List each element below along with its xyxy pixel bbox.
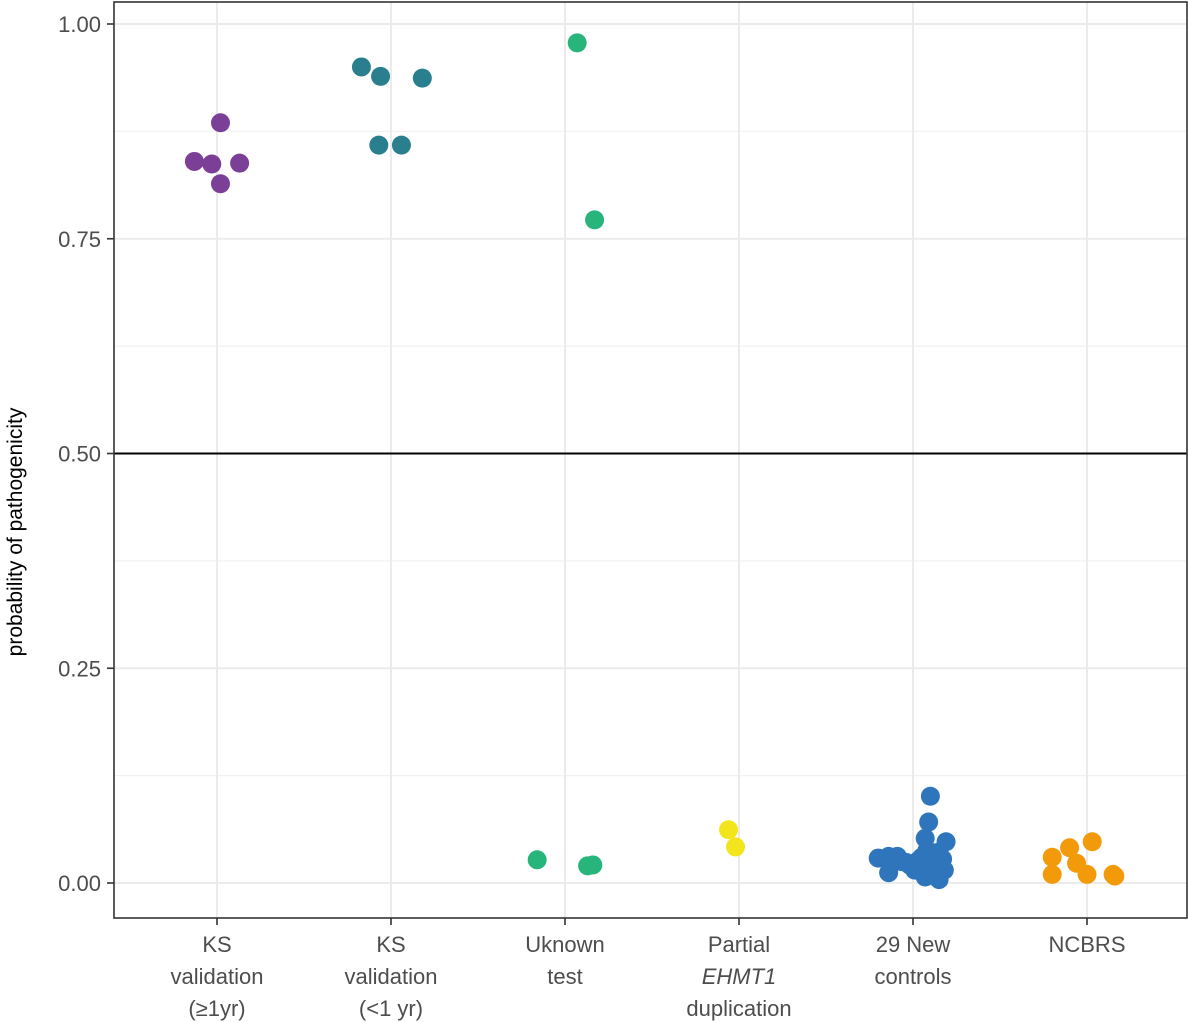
x-tick-label: duplication bbox=[686, 996, 791, 1021]
data-point bbox=[726, 837, 746, 857]
data-point bbox=[567, 33, 587, 53]
x-tick-label: validation bbox=[171, 964, 264, 989]
y-axis: 0.00 0.25 0.50 0.75 1.00 bbox=[58, 12, 114, 896]
x-axis: KS validation (≥1yr) KS validation (<1 yr) Ukn… bbox=[171, 918, 1126, 1021]
x-tick-label: EHMT1 bbox=[702, 964, 777, 989]
data-point bbox=[369, 135, 389, 155]
data-point bbox=[412, 68, 432, 88]
data-point bbox=[210, 174, 230, 194]
x-tick-label: Partial bbox=[708, 932, 770, 957]
gridlines bbox=[114, 2, 1187, 918]
data-point bbox=[891, 852, 911, 872]
data-point bbox=[585, 210, 605, 230]
y-tick-label: 0.50 bbox=[58, 442, 101, 467]
data-point bbox=[210, 113, 230, 133]
data-point bbox=[351, 57, 371, 77]
data-point bbox=[920, 786, 940, 806]
data-point bbox=[1077, 864, 1097, 884]
data-point bbox=[1042, 864, 1062, 884]
data-point bbox=[879, 863, 899, 883]
y-tick-label: 0.25 bbox=[58, 656, 101, 681]
data-points bbox=[184, 33, 1125, 890]
data-point bbox=[929, 842, 949, 862]
x-tick-label: NCBRS bbox=[1048, 932, 1125, 957]
data-point bbox=[1042, 847, 1062, 867]
data-point bbox=[391, 135, 411, 155]
data-point bbox=[1060, 838, 1080, 858]
y-axis-label: probability of pathogenicity bbox=[4, 407, 27, 656]
x-tick-label: (≥1yr) bbox=[188, 996, 245, 1021]
data-point bbox=[1105, 866, 1125, 886]
x-tick-label: (<1 yr) bbox=[359, 996, 423, 1021]
y-tick-label: 0.00 bbox=[58, 871, 101, 896]
data-point bbox=[583, 855, 603, 875]
data-point bbox=[371, 66, 391, 86]
x-tick-label: Uknown bbox=[525, 932, 604, 957]
data-point bbox=[719, 820, 739, 840]
data-point bbox=[919, 812, 939, 832]
x-tick-label: 29 New bbox=[876, 932, 951, 957]
x-tick-label: test bbox=[547, 964, 582, 989]
x-tick-label: KS bbox=[376, 932, 405, 957]
x-tick-label: KS bbox=[202, 932, 231, 957]
y-tick-label: 0.75 bbox=[58, 227, 101, 252]
data-point bbox=[527, 850, 547, 870]
plot-panel-border bbox=[113, 1, 1188, 919]
data-point bbox=[184, 151, 204, 171]
data-point bbox=[230, 153, 250, 173]
x-tick-label: validation bbox=[345, 964, 438, 989]
x-tick-label: controls bbox=[874, 964, 951, 989]
y-tick-label: 1.00 bbox=[58, 12, 101, 37]
data-point bbox=[202, 154, 222, 174]
data-point bbox=[1082, 832, 1102, 852]
data-point bbox=[915, 867, 935, 887]
